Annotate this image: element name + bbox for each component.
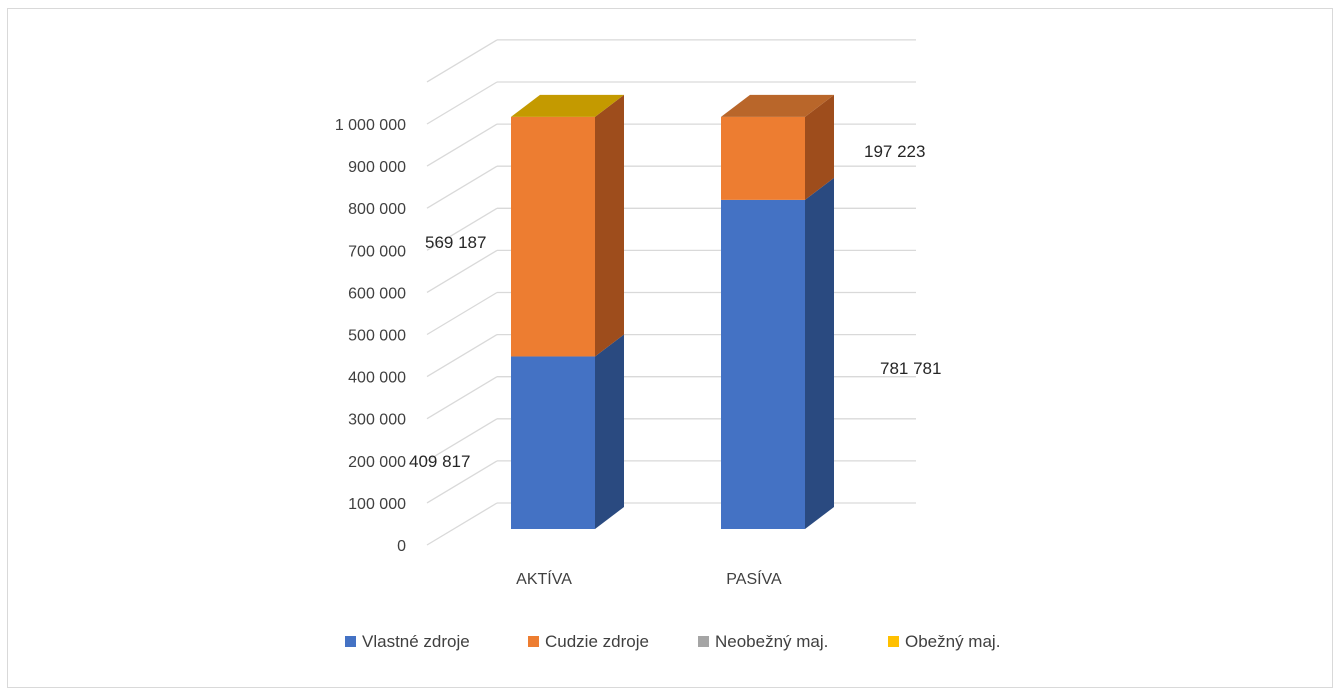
bar-side <box>805 94 834 200</box>
gridline-diagonal <box>426 123 498 167</box>
y-tick-label: 0 <box>397 538 406 555</box>
gridline-diagonal <box>426 334 498 378</box>
gridline-diagonal <box>426 291 498 336</box>
gridline-diagonal <box>426 249 498 293</box>
chart-svg: 0 100 000 200 000 300 000 400 000 500 000 600 … <box>335 39 1000 651</box>
y-tick-label: 500 000 <box>348 328 406 345</box>
category-label-pas-va: PASÍVA <box>726 569 782 588</box>
bar-cudzie-zdroje-pas-va[interactable] <box>721 116 805 200</box>
y-tick-label: 800 000 <box>348 201 406 218</box>
bar-side <box>595 94 624 357</box>
gridline-diagonal <box>426 207 498 251</box>
legend-swatch[interactable] <box>698 636 709 647</box>
gridline-diagonal <box>426 39 498 83</box>
legend-label[interactable]: Obežný maj. <box>905 632 1000 651</box>
gridline-diagonal <box>426 81 498 125</box>
legend-label[interactable]: Vlastné zdroje <box>362 632 470 651</box>
legend-label[interactable]: Cudzie zdroje <box>545 632 649 651</box>
bar-cudzie-zdroje-akt-va[interactable] <box>511 116 595 357</box>
y-tick-label: 400 000 <box>348 370 406 387</box>
gridline-diagonal <box>426 418 498 462</box>
bar-top-cap <box>721 94 834 117</box>
gridline-diagonal <box>426 502 498 546</box>
gridline-diagonal <box>426 460 498 504</box>
data-label: 409 817 <box>409 452 470 471</box>
category-label-akt-va: AKTÍVA <box>516 569 572 588</box>
y-tick-label: 200 000 <box>348 454 406 471</box>
data-label: 781 781 <box>880 359 941 378</box>
y-tick-label: 300 000 <box>348 412 406 429</box>
data-label: 197 223 <box>864 142 925 161</box>
bar-side <box>595 334 624 529</box>
gridline-diagonal <box>426 165 498 209</box>
data-label: 569 187 <box>425 233 486 252</box>
y-tick-label: 100 000 <box>348 496 406 513</box>
bar-side <box>805 177 834 530</box>
bar-vlastn-zdroje-pas-va[interactable] <box>721 199 805 530</box>
legend-swatch[interactable] <box>528 636 539 647</box>
legend-swatch[interactable] <box>888 636 899 647</box>
y-tick-label: 600 000 <box>348 285 406 302</box>
y-tick-label: 900 000 <box>348 159 406 176</box>
gridline-diagonal <box>426 376 498 420</box>
bar-vlastn-zdroje-akt-va[interactable] <box>511 356 595 529</box>
chart-frame <box>7 8 1333 688</box>
bar-top-cap <box>511 94 624 117</box>
legend-swatch[interactable] <box>345 636 356 647</box>
y-tick-label: 700 000 <box>348 243 406 260</box>
y-tick-label: 1 000 000 <box>335 117 406 134</box>
legend-label[interactable]: Neobežný maj. <box>715 632 828 651</box>
